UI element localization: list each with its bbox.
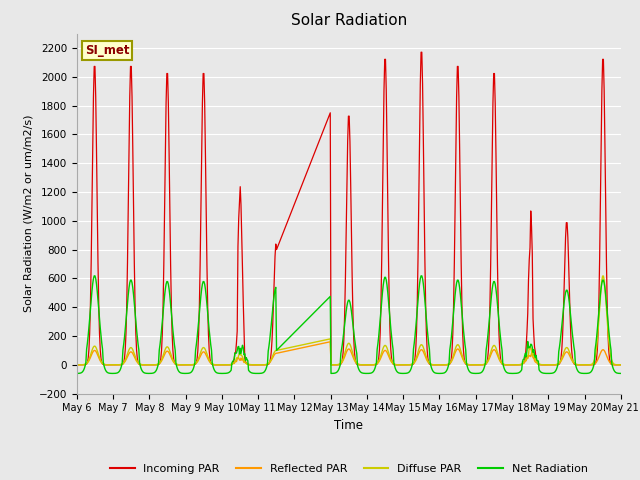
Diffuse PAR: [416, 345, 424, 350]
Diffuse PAR: [254, 362, 262, 368]
Line: Diffuse PAR: Diffuse PAR: [77, 276, 621, 365]
Incoming PAR: [194, 348, 202, 353]
Net Radiation: [617, 371, 625, 376]
Reflected PAR: [73, 362, 81, 368]
Incoming PAR: [139, 362, 147, 368]
Incoming PAR: [431, 362, 439, 368]
Incoming PAR: [415, 198, 422, 204]
Diffuse PAR: [194, 357, 202, 363]
Net Radiation: [417, 276, 424, 281]
Reflected PAR: [83, 361, 90, 367]
Net Radiation: [433, 371, 440, 376]
Line: Incoming PAR: Incoming PAR: [77, 52, 621, 365]
Diffuse PAR: [431, 362, 439, 368]
Reflected PAR: [223, 362, 230, 368]
Line: Net Radiation: Net Radiation: [77, 276, 621, 373]
Text: SI_met: SI_met: [85, 44, 129, 58]
Legend: Incoming PAR, Reflected PAR, Diffuse PAR, Net Radiation: Incoming PAR, Reflected PAR, Diffuse PAR…: [106, 459, 592, 478]
Net Radiation: [195, 319, 202, 324]
Diffuse PAR: [599, 273, 607, 279]
Y-axis label: Solar Radiation (W/m2 or um/m2/s): Solar Radiation (W/m2 or um/m2/s): [23, 115, 33, 312]
Net Radiation: [218, 371, 226, 376]
Reflected PAR: [139, 362, 147, 368]
Line: Reflected PAR: Reflected PAR: [77, 342, 621, 365]
Reflected PAR: [433, 362, 440, 368]
Net Radiation: [224, 370, 232, 376]
Incoming PAR: [83, 361, 90, 367]
Reflected PAR: [417, 348, 424, 353]
Net Radiation: [90, 273, 98, 279]
Incoming PAR: [509, 362, 516, 368]
Diffuse PAR: [223, 362, 230, 368]
Incoming PAR: [223, 362, 230, 368]
Net Radiation: [140, 370, 147, 375]
X-axis label: Time: Time: [334, 419, 364, 432]
Diffuse PAR: [83, 360, 90, 366]
Diffuse PAR: [139, 362, 147, 368]
Incoming PAR: [418, 49, 426, 55]
Diffuse PAR: [617, 362, 625, 368]
Incoming PAR: [73, 362, 81, 368]
Incoming PAR: [617, 362, 625, 368]
Title: Solar Radiation: Solar Radiation: [291, 13, 407, 28]
Net Radiation: [83, 346, 90, 352]
Net Radiation: [73, 371, 81, 376]
Reflected PAR: [617, 362, 625, 368]
Reflected PAR: [194, 358, 202, 364]
Reflected PAR: [326, 339, 334, 345]
Reflected PAR: [254, 362, 262, 368]
Diffuse PAR: [73, 362, 81, 368]
